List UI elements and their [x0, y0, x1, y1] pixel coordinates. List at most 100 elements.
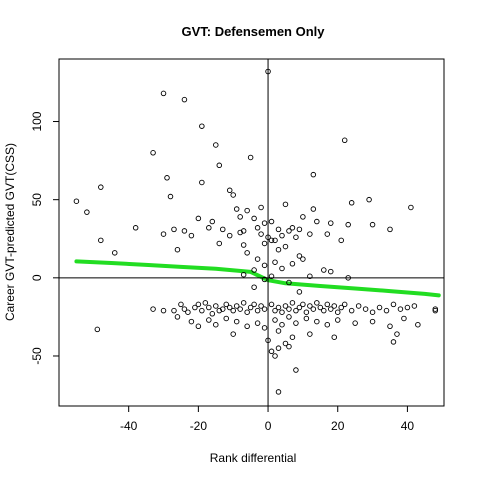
x-tick-label: -20: [190, 419, 208, 433]
data-point: [387, 226, 393, 233]
data-point: [233, 318, 240, 325]
data-point: [307, 303, 313, 309]
data-point: [275, 304, 282, 311]
data-point: [160, 307, 167, 314]
data-point: [240, 242, 247, 248]
data-point: [213, 142, 219, 148]
data-point: [275, 328, 282, 334]
data-point: [226, 304, 233, 311]
data-point: [341, 301, 348, 308]
data-point: [254, 320, 261, 326]
data-point: [216, 162, 223, 169]
data-point: [226, 232, 233, 239]
data-point: [307, 331, 313, 337]
data-point: [296, 253, 303, 259]
data-point: [324, 321, 331, 328]
data-point: [432, 307, 439, 314]
data-point: [223, 301, 229, 308]
y-axis: -50 0 50 100: [30, 111, 60, 365]
data-point: [73, 198, 80, 204]
data-point: [206, 304, 212, 311]
data-point: [251, 215, 257, 222]
data-point: [328, 268, 334, 275]
data-point: [289, 261, 296, 267]
data-point: [411, 303, 418, 309]
data-point: [331, 303, 337, 309]
x-axis-label: Rank differential: [210, 451, 297, 465]
data-point: [345, 221, 351, 228]
data-point: [261, 325, 268, 331]
data-point: [317, 304, 324, 311]
data-point: [328, 306, 334, 312]
x-tick-label: -40: [120, 419, 138, 433]
data-point: [286, 343, 292, 350]
data-point: [293, 234, 299, 240]
data-point: [150, 150, 156, 156]
data-point: [244, 323, 250, 330]
data-point: [220, 226, 226, 233]
data-point: [390, 301, 397, 308]
data-point: [303, 309, 310, 315]
data-point: [300, 214, 306, 220]
data-point: [226, 187, 233, 194]
data-point: [296, 304, 303, 311]
data-point: [432, 306, 439, 312]
data-point: [98, 184, 104, 190]
points-layer: [73, 68, 439, 395]
data-point: [171, 307, 177, 314]
data-point: [188, 318, 195, 325]
y-tick-label: -50: [30, 347, 44, 365]
data-point: [174, 314, 181, 320]
data-point: [394, 331, 400, 337]
y-tick-label: 0: [30, 274, 44, 281]
data-point: [272, 317, 278, 323]
data-point: [282, 243, 289, 250]
data-point: [240, 271, 247, 278]
data-point: [244, 309, 250, 315]
data-point: [289, 334, 296, 340]
data-point: [261, 306, 268, 312]
x-axis: -40 -20 0 20 40: [120, 405, 415, 433]
data-point: [310, 306, 317, 312]
data-point: [341, 137, 348, 144]
data-point: [272, 259, 278, 265]
data-point: [178, 301, 184, 308]
data-point: [390, 339, 397, 345]
data-point: [195, 215, 202, 222]
x-tick-label: 40: [401, 419, 415, 433]
data-point: [261, 240, 268, 247]
data-point: [282, 303, 289, 309]
data-point: [254, 256, 261, 262]
data-point: [202, 300, 209, 306]
data-point: [348, 307, 355, 314]
data-point: [247, 154, 254, 161]
data-point: [251, 284, 257, 290]
data-point: [160, 231, 167, 237]
data-point: [167, 193, 174, 200]
data-point: [383, 307, 390, 314]
data-point: [352, 320, 358, 326]
data-point: [213, 321, 219, 328]
data-point: [415, 321, 421, 328]
data-point: [331, 334, 337, 340]
data-point: [181, 228, 188, 234]
data-point: [279, 309, 285, 315]
data-point: [164, 175, 170, 181]
data-point: [181, 306, 188, 312]
data-point: [258, 204, 264, 211]
data-point: [209, 311, 216, 317]
data-point: [286, 279, 292, 286]
data-point: [216, 240, 223, 247]
data-point: [188, 232, 195, 239]
data-point: [192, 304, 198, 311]
data-point: [275, 246, 282, 253]
trend-line: [74, 259, 441, 298]
data-point: [355, 303, 362, 309]
data-point: [258, 231, 264, 237]
data-point: [282, 340, 289, 347]
data-point: [314, 300, 320, 306]
data-point: [199, 123, 205, 129]
x-tick-label: 20: [331, 419, 345, 433]
data-point: [247, 304, 254, 311]
